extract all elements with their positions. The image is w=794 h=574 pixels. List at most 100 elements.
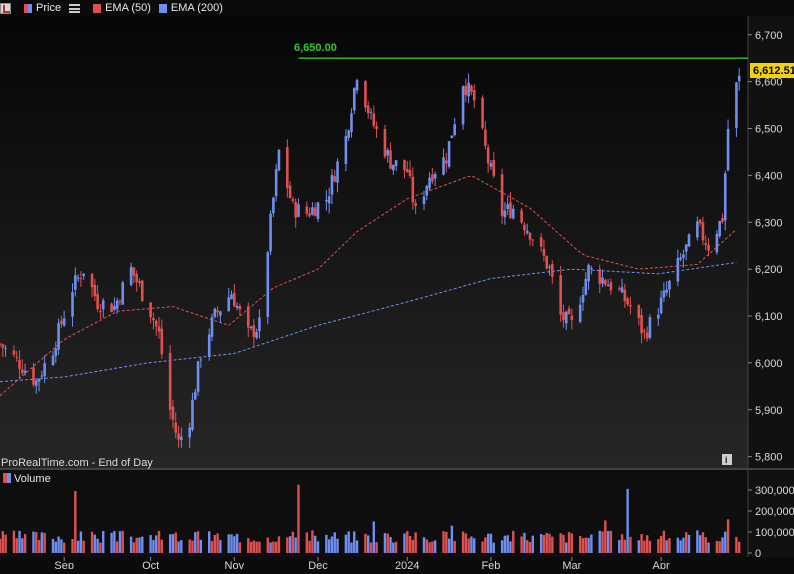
candle-body[interactable]: [687, 234, 691, 247]
volume-bar[interactable]: [291, 531, 295, 553]
volume-bar[interactable]: [149, 535, 152, 553]
candle-body[interactable]: [154, 320, 158, 327]
candle-body[interactable]: [188, 427, 191, 438]
volume-bar[interactable]: [141, 536, 144, 553]
candle-body[interactable]: [735, 82, 738, 128]
volume-bar[interactable]: [484, 537, 487, 553]
candle-body[interactable]: [32, 367, 35, 385]
volume-bar[interactable]: [386, 533, 389, 553]
volume-bar[interactable]: [659, 535, 663, 553]
candle-body[interactable]: [90, 273, 94, 288]
candle-body[interactable]: [196, 361, 200, 392]
candle-body[interactable]: [255, 331, 258, 338]
volume-bar[interactable]: [609, 530, 613, 553]
price-legend-item[interactable]: Price: [24, 2, 61, 14]
candle-body[interactable]: [336, 161, 339, 183]
volume-bar[interactable]: [191, 540, 194, 553]
candle-body[interactable]: [394, 160, 398, 166]
volume-bar[interactable]: [503, 535, 507, 553]
volume-bar[interactable]: [626, 488, 629, 553]
volume-bar[interactable]: [422, 537, 426, 553]
volume-bar[interactable]: [433, 540, 437, 553]
volume-bar[interactable]: [698, 535, 702, 553]
volume-bar[interactable]: [431, 541, 434, 553]
volume-bar[interactable]: [23, 534, 27, 553]
candle-body[interactable]: [453, 124, 456, 136]
volume-bar[interactable]: [701, 532, 705, 553]
candle-body[interactable]: [129, 266, 133, 286]
volume-bar[interactable]: [601, 531, 604, 553]
candle-body[interactable]: [551, 264, 554, 277]
volume-bar[interactable]: [489, 533, 493, 553]
candle-body[interactable]: [704, 243, 708, 246]
candle-body[interactable]: [366, 105, 370, 114]
candle-body[interactable]: [219, 311, 222, 316]
candle-body[interactable]: [559, 275, 562, 315]
volume-bar[interactable]: [71, 538, 74, 553]
candle-body[interactable]: [207, 334, 211, 357]
candle-body[interactable]: [364, 81, 367, 108]
candle-body[interactable]: [428, 177, 431, 189]
volume-bar[interactable]: [171, 534, 175, 553]
candle-body[interactable]: [450, 135, 454, 138]
candle-body[interactable]: [311, 207, 314, 215]
volume-bar[interactable]: [676, 537, 680, 553]
volume-bar[interactable]: [208, 531, 211, 553]
candle-body[interactable]: [648, 317, 652, 338]
volume-bar[interactable]: [473, 538, 476, 553]
candle-body[interactable]: [684, 244, 688, 252]
candle-body[interactable]: [174, 422, 178, 433]
candle-body[interactable]: [118, 301, 122, 303]
candle-body[interactable]: [51, 355, 55, 366]
volume-bar[interactable]: [648, 540, 652, 553]
volume-bar[interactable]: [584, 537, 587, 553]
volume-bar[interactable]: [353, 531, 356, 553]
volume-bar[interactable]: [559, 533, 562, 553]
ema-200-line[interactable]: [0, 262, 737, 383]
volume-bars[interactable]: [0, 484, 741, 554]
volume-bar[interactable]: [233, 536, 236, 553]
candle-body[interactable]: [737, 75, 741, 82]
volume-bar[interactable]: [57, 536, 60, 553]
candle-body[interactable]: [193, 391, 197, 400]
volume-bar[interactable]: [545, 532, 548, 553]
candle-body[interactable]: [567, 308, 571, 315]
volume-bar[interactable]: [132, 542, 136, 553]
candle-body[interactable]: [520, 210, 523, 223]
candle-body[interactable]: [623, 289, 627, 302]
volume-bar[interactable]: [668, 538, 671, 553]
candle-body[interactable]: [564, 311, 568, 324]
volume-bar[interactable]: [453, 541, 456, 553]
volume-bar[interactable]: [414, 532, 417, 553]
candle-body[interactable]: [235, 305, 239, 309]
candle-body[interactable]: [587, 264, 590, 282]
volume-bar[interactable]: [445, 531, 448, 553]
info-icon[interactable]: i: [722, 454, 732, 465]
candle-body[interactable]: [668, 280, 671, 290]
volume-bar[interactable]: [372, 521, 375, 554]
candle-body[interactable]: [149, 302, 152, 318]
candle-body[interactable]: [637, 305, 641, 318]
volume-bar[interactable]: [394, 541, 398, 553]
volume-bar[interactable]: [562, 534, 565, 553]
volume-bar[interactable]: [383, 533, 387, 553]
candle-body[interactable]: [718, 220, 721, 237]
candle-body[interactable]: [82, 273, 85, 277]
candle-body[interactable]: [0, 343, 2, 345]
volume-bar[interactable]: [247, 538, 250, 553]
volume-bar[interactable]: [135, 537, 138, 553]
volume-bar[interactable]: [76, 540, 80, 553]
volume-bar[interactable]: [685, 532, 688, 553]
candle-body[interactable]: [79, 278, 83, 280]
candle-body[interactable]: [431, 174, 434, 182]
candle-body[interactable]: [539, 237, 543, 247]
volume-bar[interactable]: [110, 532, 113, 553]
candle-body[interactable]: [266, 252, 270, 317]
candle-body[interactable]: [679, 257, 682, 260]
volume-bar[interactable]: [735, 536, 738, 553]
volume-bar[interactable]: [258, 541, 261, 553]
candle-body[interactable]: [626, 298, 629, 305]
candle-body[interactable]: [138, 281, 141, 284]
